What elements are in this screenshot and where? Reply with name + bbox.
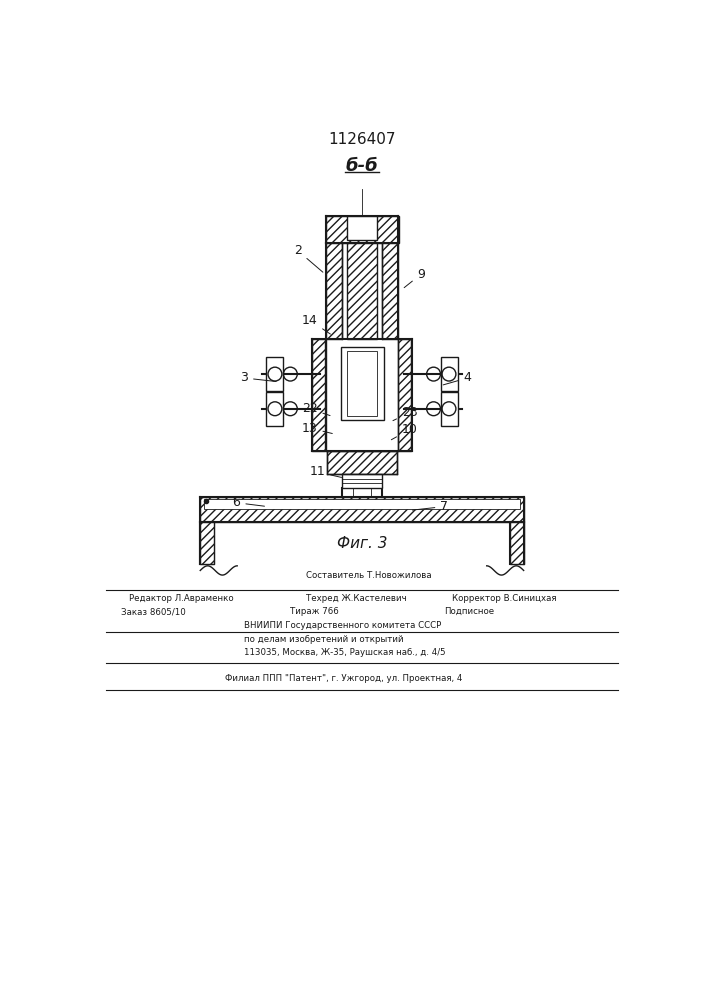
Text: 6: 6 [233, 496, 264, 509]
Bar [510, 522, 524, 564]
Bar [200, 522, 214, 564]
Text: 23: 23 [393, 406, 418, 421]
Text: Подписное: Подписное [444, 607, 494, 616]
Text: 113035, Москва, Ж-35, Раушская наб., д. 4/5: 113035, Москва, Ж-35, Раушская наб., д. … [244, 648, 446, 657]
Text: Тираж 766: Тираж 766 [291, 607, 339, 616]
Text: ВНИИПИ Государственного комитета СССР: ВНИИПИ Государственного комитета СССР [244, 621, 441, 630]
Text: 2: 2 [294, 244, 323, 272]
Text: Фиг. 3: Фиг. 3 [337, 536, 387, 551]
Text: 4: 4 [443, 371, 472, 385]
Bar [347, 351, 377, 416]
Text: Редактор Л.Авраменко: Редактор Л.Авраменко [129, 594, 233, 603]
Text: 10: 10 [392, 423, 418, 440]
Bar [312, 339, 325, 451]
Text: 22: 22 [302, 402, 330, 416]
Text: Составитель Т.Новожилова: Составитель Т.Новожилова [305, 571, 431, 580]
Text: 3: 3 [240, 371, 276, 384]
Text: Корректор В.Синицхая: Корректор В.Синицхая [452, 594, 556, 603]
Bar [346, 216, 378, 240]
Bar [200, 497, 524, 522]
Text: 7: 7 [412, 500, 448, 513]
Text: Филиал ППП "Патент", г. Ужгород, ул. Проектная, 4: Филиал ППП "Патент", г. Ужгород, ул. Про… [225, 674, 462, 683]
Bar [441, 392, 458, 426]
Bar [342, 474, 382, 488]
Text: Заказ 8605/10: Заказ 8605/10 [121, 607, 186, 616]
Bar [382, 243, 398, 339]
Text: 13: 13 [302, 422, 332, 434]
Bar [200, 522, 214, 564]
Text: б-б: б-б [346, 157, 378, 175]
Bar [266, 357, 283, 391]
Bar [326, 216, 399, 243]
Bar [398, 339, 411, 451]
Bar [341, 347, 383, 420]
Text: по делам изобретений и открытий: по делам изобретений и открытий [244, 635, 404, 644]
Bar [347, 243, 377, 339]
Text: 14: 14 [302, 314, 330, 334]
Text: 9: 9 [404, 267, 425, 288]
Bar [327, 451, 397, 474]
Text: 11: 11 [310, 465, 341, 478]
Text: Техред Ж.Кастелевич: Техред Ж.Кастелевич [305, 594, 407, 603]
Text: 1126407: 1126407 [328, 132, 396, 147]
Bar [326, 243, 342, 339]
Bar [204, 499, 520, 509]
Bar [266, 392, 283, 426]
Bar [510, 522, 524, 564]
Bar [441, 357, 458, 391]
